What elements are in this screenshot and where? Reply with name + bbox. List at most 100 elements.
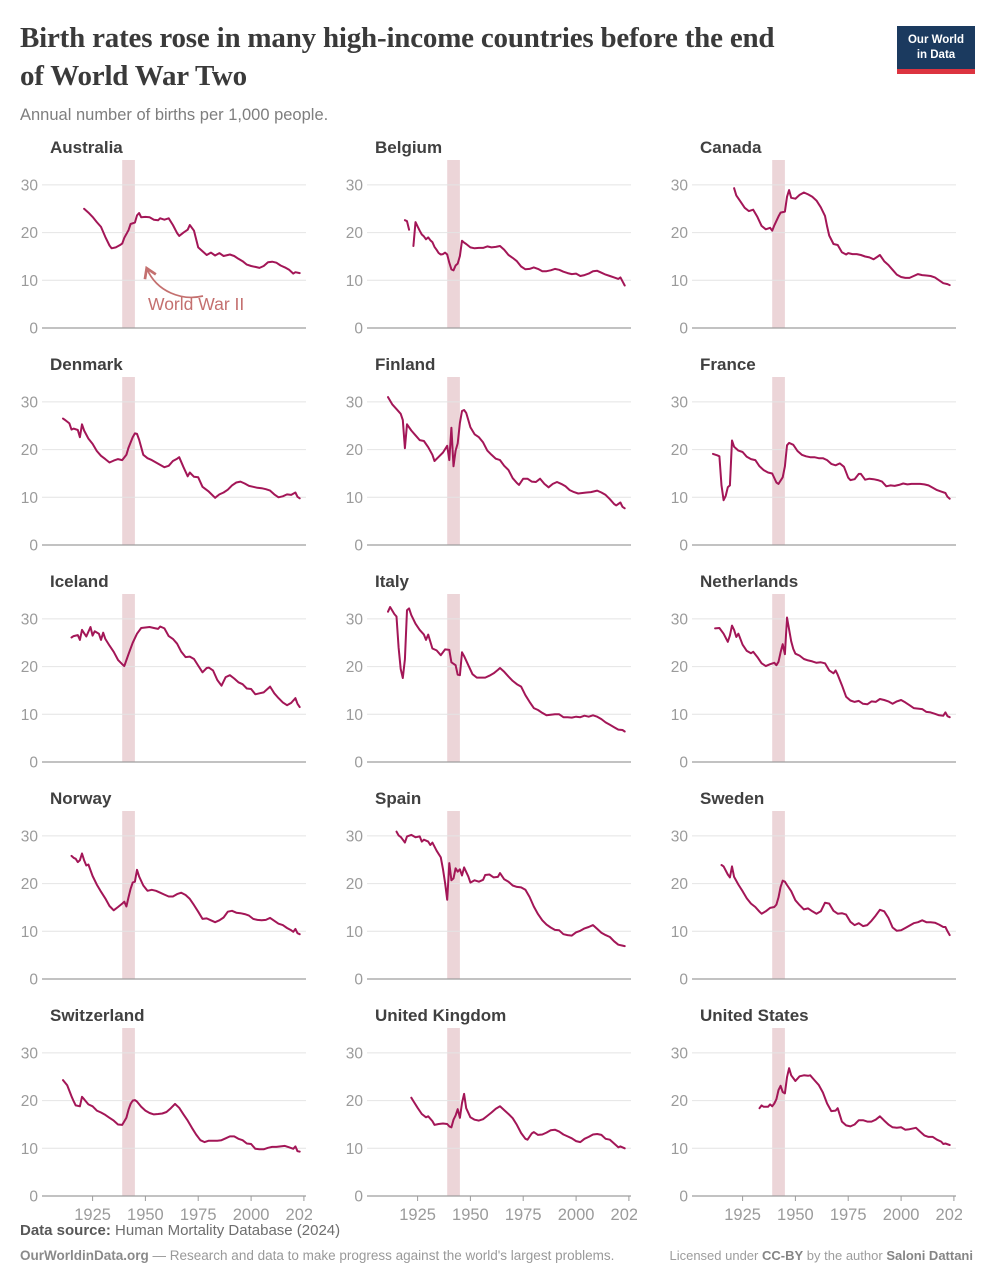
- y-tick-label: 20: [346, 225, 364, 242]
- plot-united-states: 010203019251950197520002025: [671, 1028, 972, 1224]
- y-tick-label: 20: [21, 876, 39, 893]
- panel-norway: Norway 0 10 20 30: [20, 789, 312, 992]
- panel-title-sweden: Sweden: [700, 789, 765, 808]
- y-tick-label: 30: [346, 828, 364, 845]
- panel-title-united-kingdom: United Kingdom: [375, 1006, 507, 1025]
- birth-rate-line: [387, 396, 626, 510]
- panel-canada: Canada 0 10 20 30: [670, 138, 962, 341]
- charts-grid: Australia 0 10 20 30 World War II Belgium 0 10 20…: [20, 138, 973, 1233]
- y-tick-label: 20: [671, 659, 689, 676]
- y-tick-label: 10: [346, 490, 364, 507]
- y-tick-label: 0: [354, 538, 363, 554]
- title-line-1: Birth rates rose in many high-income cou…: [20, 22, 775, 54]
- birth-rate-line: [387, 606, 626, 733]
- y-tick-label: 30: [21, 177, 39, 194]
- birth-rate-line: [714, 616, 951, 719]
- y-tick-label: 0: [679, 321, 688, 337]
- y-tick-label: 30: [671, 611, 689, 628]
- page-title: Birth rates rose in many high-income cou…: [20, 20, 873, 95]
- y-axis: 0 10 20 30: [671, 177, 956, 338]
- birth-rate-line: [758, 1067, 951, 1146]
- panel-iceland: Iceland 0 10 20 30: [20, 572, 312, 775]
- wwii-band: [772, 160, 785, 328]
- plot-france: 0 10 20 30: [671, 377, 956, 555]
- panel-title-spain: Spain: [375, 789, 422, 808]
- plot-denmark: 0 10 20 30: [21, 377, 306, 555]
- y-axis: 0 10 20 30: [671, 394, 956, 555]
- y-tick-label: 30: [671, 1045, 689, 1062]
- y-tick-label: 10: [21, 273, 39, 290]
- panel-title-france: France: [700, 355, 756, 374]
- y-tick-label: 20: [671, 876, 689, 893]
- y-axis: 0 10 20 30: [21, 611, 306, 772]
- panel-title-iceland: Iceland: [50, 572, 109, 591]
- panel-spain: Spain 0 10 20 30: [345, 789, 637, 992]
- y-tick-label: 20: [671, 225, 689, 242]
- x-tick-label: 2000: [883, 1206, 920, 1224]
- y-tick-label: 30: [346, 394, 364, 411]
- tagline-text: — Research and data to make progress aga…: [152, 1248, 615, 1263]
- y-tick-label: 10: [21, 1141, 39, 1158]
- wwii-band: [447, 811, 460, 979]
- data-source-label: Data source:: [20, 1222, 111, 1239]
- owid-logo-accent: [897, 68, 975, 74]
- y-tick-label: 30: [671, 394, 689, 411]
- panel-title-belgium: Belgium: [375, 138, 443, 157]
- y-tick-label: 0: [29, 1189, 38, 1206]
- x-axis: 19251950197520002025: [399, 1196, 647, 1224]
- plot-norway: 0 10 20 30: [21, 811, 306, 989]
- y-axis: 0 10 20 30: [671, 611, 956, 772]
- wwii-band: [772, 377, 785, 545]
- y-axis: 0 10 20 30: [346, 394, 631, 555]
- y-tick-label: 10: [671, 490, 689, 507]
- panel-title-finland: Finland: [375, 355, 436, 374]
- license-cc-link[interactable]: CC-BY: [762, 1248, 804, 1263]
- y-tick-label: 10: [671, 924, 689, 941]
- owid-logo[interactable]: Our World in Data: [897, 26, 975, 74]
- plot-sweden: 0 10 20 30: [671, 811, 956, 989]
- y-tick-label: 20: [21, 1093, 39, 1110]
- wwii-annotation-label: World War II: [148, 294, 244, 314]
- y-axis: 0 10 20 30: [671, 828, 956, 989]
- panel-australia: Australia 0 10 20 30 World War II: [20, 138, 312, 341]
- panel-title-denmark: Denmark: [50, 355, 123, 374]
- y-tick-label: 10: [346, 1141, 364, 1158]
- panel-finland: Finland 0 10 20 30: [345, 355, 637, 558]
- y-tick-label: 20: [346, 659, 364, 676]
- plot-belgium: 0 10 20 30: [346, 160, 631, 338]
- license-line: Licensed under CC-BY by the author Salon…: [669, 1248, 973, 1263]
- y-tick-label: 30: [346, 177, 364, 194]
- y-tick-label: 0: [29, 972, 38, 988]
- y-tick-label: 20: [346, 876, 364, 893]
- x-tick-label: 1975: [830, 1206, 867, 1224]
- x-tick-label: 1950: [777, 1206, 814, 1224]
- chart-header: Birth rates rose in many high-income cou…: [20, 20, 873, 125]
- y-axis: 0 10 20 30: [671, 1045, 956, 1206]
- plot-finland: 0 10 20 30: [346, 377, 631, 555]
- y-tick-label: 10: [346, 707, 364, 724]
- y-tick-label: 10: [671, 707, 689, 724]
- y-tick-label: 20: [346, 1093, 364, 1110]
- y-tick-label: 10: [671, 273, 689, 290]
- page-subtitle: Annual number of births per 1,000 people…: [20, 106, 329, 125]
- y-tick-label: 20: [21, 442, 39, 459]
- birth-rate-line: [395, 830, 626, 948]
- y-tick-label: 30: [21, 394, 39, 411]
- plot-canada: 0 10 20 30: [671, 160, 956, 338]
- y-tick-label: 0: [354, 755, 363, 771]
- y-tick-label: 20: [671, 1093, 689, 1110]
- y-tick-label: 0: [679, 755, 688, 771]
- wwii-band: [122, 377, 135, 545]
- y-tick-label: 20: [346, 442, 364, 459]
- owid-site-link[interactable]: OurWorldinData.org: [20, 1248, 149, 1263]
- panel-title-norway: Norway: [50, 789, 112, 808]
- y-tick-label: 0: [679, 538, 688, 554]
- title-line-2: of World War Two: [20, 59, 247, 92]
- y-tick-label: 10: [671, 1141, 689, 1158]
- y-tick-label: 30: [21, 611, 39, 628]
- plot-spain: 0 10 20 30: [346, 811, 631, 989]
- x-tick-label: 2000: [233, 1206, 270, 1224]
- birth-rate-line: [412, 221, 626, 287]
- y-axis: 0 10 20 30: [21, 177, 306, 338]
- y-tick-label: 0: [29, 755, 38, 771]
